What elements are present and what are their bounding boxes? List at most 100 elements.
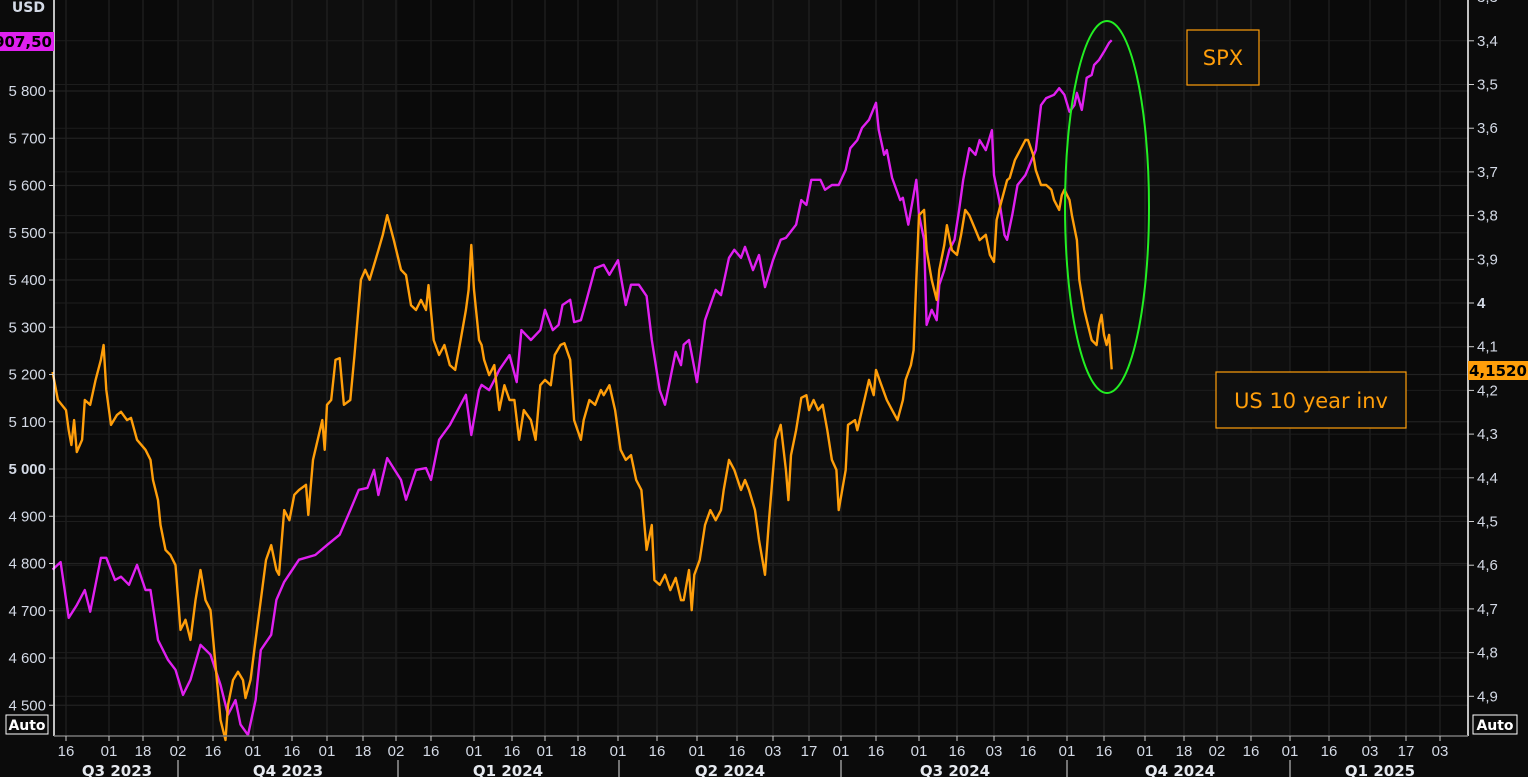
quarter-band — [178, 0, 398, 736]
left-tick-label: 5 800 — [8, 83, 46, 100]
left-tick-label: 4 600 — [8, 650, 46, 667]
left-tick-label: 5 500 — [8, 225, 46, 242]
left-auto-scale-button[interactable]: Auto — [5, 714, 49, 735]
x-tick-label: 17 — [1398, 743, 1415, 760]
x-tick-label: 16 — [949, 743, 966, 760]
right-tick-label: 4 — [1477, 295, 1486, 312]
x-tick-label: 01 — [245, 743, 262, 760]
spx-last-value: 5 907,50 — [0, 33, 52, 51]
right-tick-label: 3,5 — [1477, 77, 1498, 94]
left-tick-label: 5 200 — [8, 367, 46, 384]
left-tick-label: 5 400 — [8, 272, 46, 289]
us10y-annotation: US 10 year inv — [1215, 371, 1407, 429]
right-tick-label: 3,8 — [1477, 208, 1498, 225]
right-tick-label: 4,4 — [1477, 470, 1498, 487]
right-tick-label: 4,5 — [1477, 514, 1498, 531]
x-tick-label: 18 — [355, 743, 372, 760]
left-tick-label: 5 100 — [8, 414, 46, 431]
x-tick-label: 01 — [466, 743, 483, 760]
x-tick-label: 01 — [689, 743, 706, 760]
x-tick-label: 01 — [833, 743, 850, 760]
left-tick-label: 4 700 — [8, 603, 46, 620]
highlight-ellipse — [1064, 20, 1150, 394]
quarter-band — [841, 0, 1067, 736]
x-tick-label: 18 — [570, 743, 587, 760]
right-tick-label: 4,7 — [1477, 601, 1498, 618]
x-tick-label: 01 — [319, 743, 336, 760]
us10y-annotation-text: US 10 year inv — [1234, 389, 1388, 413]
right-tick-label: 4,3 — [1477, 426, 1498, 443]
quarter-label: Q1 2024 — [473, 762, 543, 777]
quarter-label: Q3 2023 — [82, 762, 152, 777]
x-tick-label: 16 — [729, 743, 746, 760]
x-tick-label: 01 — [610, 743, 627, 760]
x-tick-label: 16 — [504, 743, 521, 760]
x-tick-label: 03 — [1432, 743, 1449, 760]
left-auto-scale-label: Auto — [8, 718, 45, 734]
x-tick-label: 03 — [765, 743, 782, 760]
x-tick-label: 01 — [1137, 743, 1154, 760]
spx-last-value-tag: 5 907,50 — [0, 32, 54, 51]
left-tick-label: 4 900 — [8, 508, 46, 525]
right-tick-label: 4,6 — [1477, 557, 1498, 574]
us10y-last-value-tag: 4,1520 — [1468, 361, 1528, 380]
right-tick-label: 4,1 — [1477, 339, 1498, 356]
x-tick-label: 01 — [911, 743, 928, 760]
quarter-label: Q1 2025 — [1345, 762, 1415, 777]
x-tick-label: 16 — [1321, 743, 1338, 760]
quarter-band — [1067, 0, 1290, 736]
left-tick-label: 5 600 — [8, 178, 46, 195]
right-tick-label: 3,3 — [1477, 0, 1498, 6]
x-tick-label: 16 — [868, 743, 885, 760]
x-tick-label: 01 — [537, 743, 554, 760]
x-tick-label: 16 — [1020, 743, 1037, 760]
x-tick-label: 03 — [1362, 743, 1379, 760]
left-tick-label: 4 500 — [8, 697, 46, 714]
right-auto-scale-button[interactable]: Auto — [1472, 714, 1518, 735]
quarter-band — [619, 0, 841, 736]
x-tick-label: 03 — [986, 743, 1003, 760]
quarter-label: Q4 2023 — [253, 762, 323, 777]
x-tick-label: 02 — [388, 743, 405, 760]
quarter-band — [1290, 0, 1468, 736]
x-tick-label: 16 — [1243, 743, 1260, 760]
left-axis-unit: USD — [12, 0, 45, 16]
right-tick-label: 3,6 — [1477, 120, 1498, 137]
us10y-last-value: 4,1520 — [1469, 362, 1527, 380]
quarter-band — [54, 0, 178, 736]
quarter-band — [398, 0, 619, 736]
x-tick-label: 01 — [101, 743, 118, 760]
x-tick-label: 02 — [1209, 743, 1226, 760]
right-tick-label: 4,9 — [1477, 688, 1498, 705]
quarter-label: Q2 2024 — [695, 762, 765, 777]
x-tick-label: 18 — [1176, 743, 1193, 760]
left-tick-label: 5 700 — [8, 130, 46, 147]
quarter-label: Q3 2024 — [920, 762, 990, 777]
x-tick-label: 16 — [423, 743, 440, 760]
x-tick-label: 17 — [801, 743, 818, 760]
left-tick-label: 4 800 — [8, 556, 46, 573]
x-tick-label: 16 — [1096, 743, 1113, 760]
quarter-label: Q4 2024 — [1145, 762, 1215, 777]
right-auto-scale-label: Auto — [1476, 718, 1513, 734]
spx-line — [51, 39, 1113, 737]
x-tick-label: 16 — [284, 743, 301, 760]
x-tick-label: 01 — [1282, 743, 1299, 760]
x-tick-label: 16 — [649, 743, 666, 760]
spx-annotation: SPX — [1186, 29, 1260, 86]
x-tick-label: 16 — [58, 743, 75, 760]
spx-annotation-text: SPX — [1203, 46, 1243, 70]
x-tick-label: 02 — [170, 743, 187, 760]
x-tick-label: 18 — [135, 743, 152, 760]
right-tick-label: 3,9 — [1477, 251, 1498, 268]
right-tick-label: 4,2 — [1477, 382, 1498, 399]
x-tick-label: 01 — [1059, 743, 1076, 760]
right-tick-label: 3,4 — [1477, 33, 1498, 50]
left-tick-label: 5 300 — [8, 319, 46, 336]
x-tick-label: 16 — [205, 743, 222, 760]
left-tick-label: 5 000 — [8, 461, 46, 478]
us10y-inv-line — [51, 138, 1113, 742]
right-tick-label: 4,8 — [1477, 645, 1498, 662]
right-tick-label: 3,7 — [1477, 164, 1498, 181]
